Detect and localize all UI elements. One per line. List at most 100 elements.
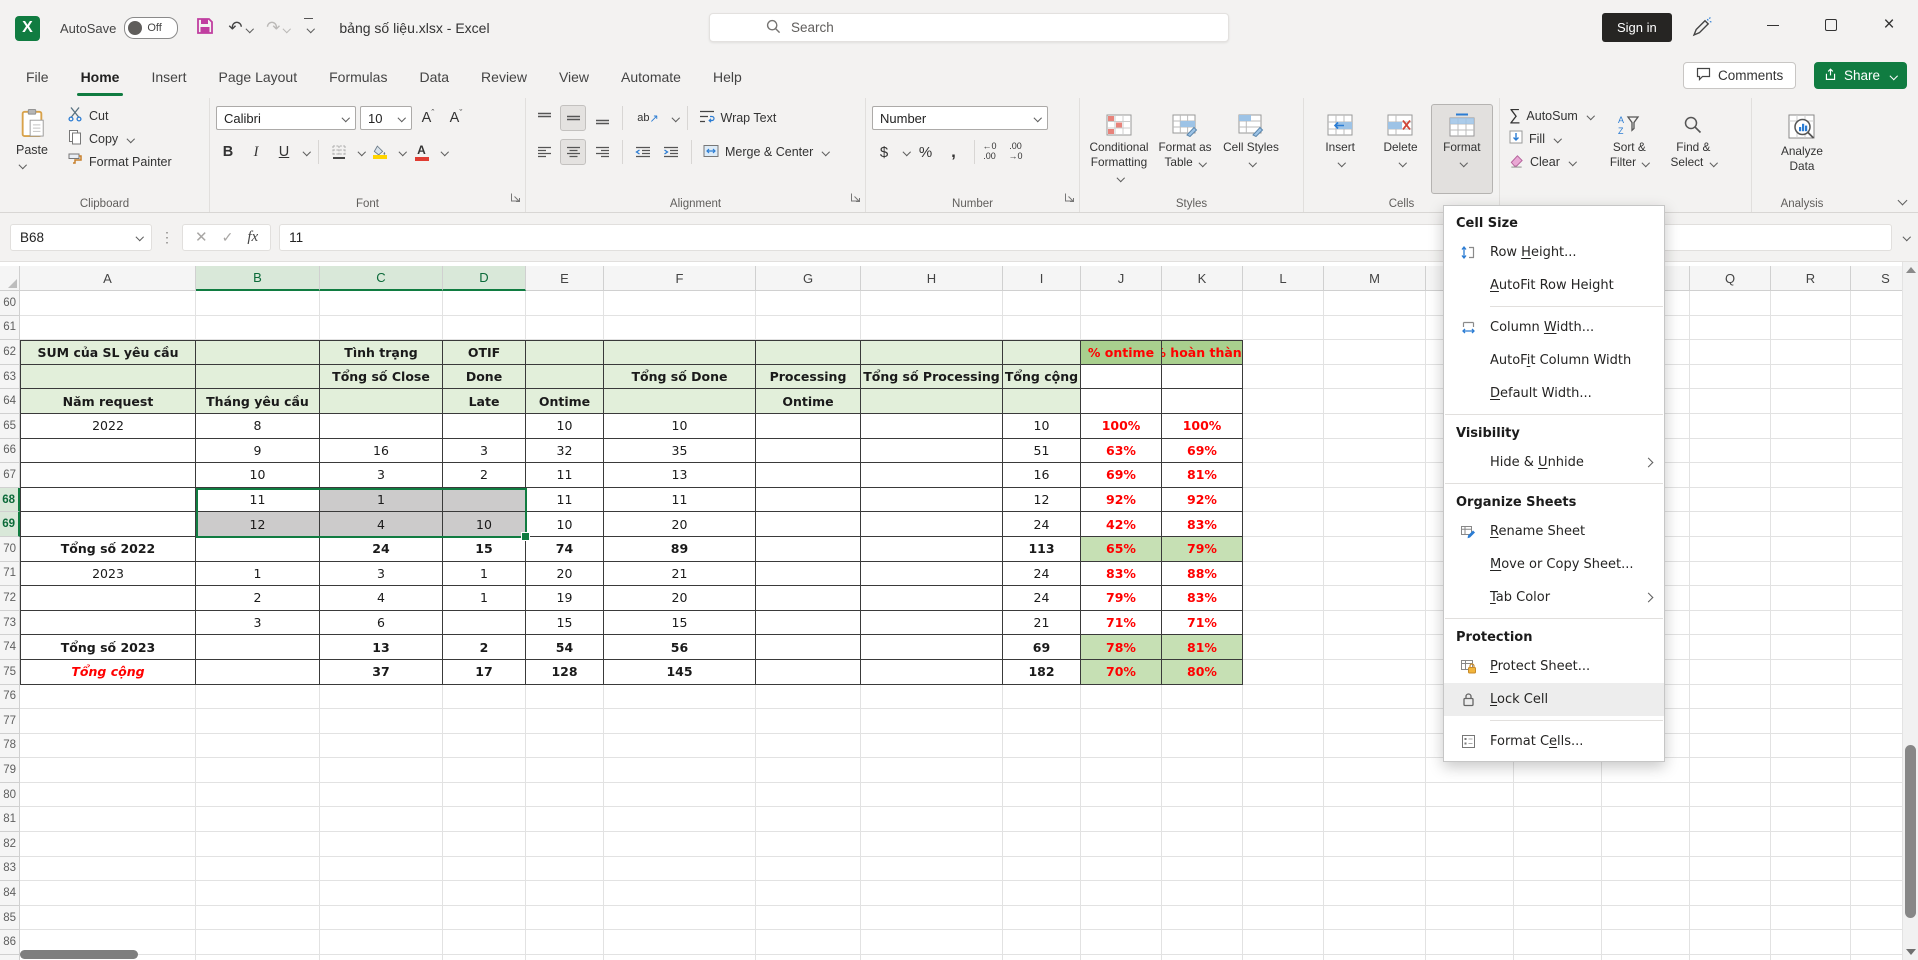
cell-J71[interactable]: 83%	[1081, 561, 1162, 587]
cell-R84[interactable]	[1771, 881, 1851, 906]
row-header-78[interactable]: 78	[0, 733, 20, 759]
align-right-icon[interactable]	[590, 140, 614, 164]
cell-H71[interactable]	[861, 561, 1003, 587]
column-header-Q[interactable]: Q	[1690, 266, 1771, 291]
cell-E65[interactable]: 10	[526, 413, 604, 439]
cell-H87[interactable]	[861, 955, 1003, 960]
cell-C85[interactable]	[320, 905, 443, 931]
autosave-toggle[interactable]: Off	[124, 17, 179, 39]
cell-K72[interactable]: 83%	[1162, 586, 1243, 611]
cell-B65[interactable]: 8	[196, 413, 320, 439]
cell-E74[interactable]: 54	[526, 635, 604, 660]
cell-F81[interactable]	[604, 807, 756, 833]
enter-icon[interactable]: ✓	[221, 228, 234, 245]
cell-Q82[interactable]	[1690, 832, 1771, 857]
font-family-select[interactable]: Calibri	[216, 106, 356, 130]
share-button[interactable]: Share	[1814, 62, 1907, 89]
cell-E68[interactable]: 11	[526, 487, 604, 513]
row-header-80[interactable]: 80	[0, 782, 20, 808]
cell-R82[interactable]	[1771, 832, 1851, 857]
cell-A76[interactable]	[20, 684, 196, 710]
cell-D87[interactable]	[443, 955, 526, 960]
column-header-A[interactable]: A	[20, 266, 196, 291]
scroll-down-icon[interactable]	[1906, 949, 1916, 955]
format-as-table-button[interactable]: Format as Table	[1152, 104, 1218, 194]
cell-B68[interactable]: 11	[196, 487, 320, 513]
row-header-72[interactable]: 72	[0, 586, 20, 611]
cell-E86[interactable]	[526, 930, 604, 956]
menu-item-autofit-row-height[interactable]: AutoFit Row Height	[1444, 269, 1664, 302]
cell-C69[interactable]: 4	[320, 512, 443, 537]
cell-G81[interactable]	[756, 807, 861, 833]
expand-formula-bar-icon[interactable]	[1892, 233, 1918, 241]
cell-F62[interactable]	[604, 340, 756, 365]
cell-C70[interactable]: 24	[320, 536, 443, 562]
insert-function-icon[interactable]: fx	[247, 228, 259, 245]
cell-R66[interactable]	[1771, 438, 1851, 464]
cell-I70[interactable]: 113	[1003, 536, 1081, 562]
cell-R62[interactable]	[1771, 340, 1851, 365]
cell-C73[interactable]: 6	[320, 610, 443, 636]
cell-Q70[interactable]	[1690, 536, 1771, 562]
cell-I62[interactable]	[1003, 340, 1081, 365]
font-color-icon[interactable]: A	[410, 140, 434, 164]
cell-J82[interactable]	[1081, 832, 1162, 857]
column-header-B[interactable]: B	[196, 266, 320, 291]
cell-B72[interactable]: 2	[196, 586, 320, 611]
cell-A63[interactable]	[20, 364, 196, 390]
cell-F84[interactable]	[604, 881, 756, 906]
cell-N83[interactable]	[1426, 856, 1514, 882]
column-header-M[interactable]: M	[1324, 266, 1426, 291]
cell-K60[interactable]	[1162, 291, 1243, 316]
cell-L61[interactable]	[1243, 315, 1324, 341]
cell-Q64[interactable]	[1690, 389, 1771, 414]
cell-J77[interactable]	[1081, 709, 1162, 734]
increase-decimal-icon[interactable]: ←0.00	[982, 141, 997, 161]
cell-B84[interactable]	[196, 881, 320, 906]
cell-R79[interactable]	[1771, 758, 1851, 783]
cell-A81[interactable]	[20, 807, 196, 833]
cell-J67[interactable]: 69%	[1081, 463, 1162, 488]
cell-M65[interactable]	[1324, 413, 1426, 439]
copy-button[interactable]: Copy	[64, 127, 175, 150]
cell-M77[interactable]	[1324, 709, 1426, 734]
cell-A79[interactable]	[20, 758, 196, 783]
cell-C62[interactable]: Tình trạng	[320, 340, 443, 365]
cell-N87[interactable]	[1426, 955, 1514, 960]
menu-item-lock-cell[interactable]: Lock Cell	[1444, 683, 1664, 716]
cell-E61[interactable]	[526, 315, 604, 341]
cell-I74[interactable]: 69	[1003, 635, 1081, 660]
cell-Q61[interactable]	[1690, 315, 1771, 341]
font-dialog-launcher-icon[interactable]	[510, 190, 521, 208]
cell-D80[interactable]	[443, 782, 526, 808]
row-header-77[interactable]: 77	[0, 709, 20, 734]
row-header-60[interactable]: 60	[0, 291, 20, 316]
cell-L75[interactable]	[1243, 659, 1324, 685]
row-header-81[interactable]: 81	[0, 807, 20, 833]
cell-K84[interactable]	[1162, 881, 1243, 906]
cell-N84[interactable]	[1426, 881, 1514, 906]
cell-M66[interactable]	[1324, 438, 1426, 464]
cell-L81[interactable]	[1243, 807, 1324, 833]
cell-S82[interactable]	[1851, 832, 1918, 857]
row-header-79[interactable]: 79	[0, 758, 20, 783]
cell-D82[interactable]	[443, 832, 526, 857]
cell-A74[interactable]: Tổng số 2023	[20, 635, 196, 660]
cell-N80[interactable]	[1426, 782, 1514, 808]
cell-D69[interactable]: 10	[443, 512, 526, 537]
cell-P85[interactable]	[1602, 905, 1690, 931]
cell-J72[interactable]: 79%	[1081, 586, 1162, 611]
cell-D71[interactable]: 1	[443, 561, 526, 587]
row-header-69[interactable]: 69	[0, 512, 20, 537]
cell-S63[interactable]	[1851, 365, 1918, 390]
cell-K62[interactable]: % hoàn thành	[1162, 340, 1243, 365]
decrease-indent-icon[interactable]	[631, 140, 655, 164]
cell-S78[interactable]	[1851, 734, 1918, 759]
cell-I65[interactable]: 10	[1003, 413, 1081, 439]
cell-M79[interactable]	[1324, 758, 1426, 783]
cell-N85[interactable]	[1426, 905, 1514, 931]
cell-E81[interactable]	[526, 807, 604, 833]
cell-B83[interactable]	[196, 856, 320, 882]
cell-K78[interactable]	[1162, 733, 1243, 759]
